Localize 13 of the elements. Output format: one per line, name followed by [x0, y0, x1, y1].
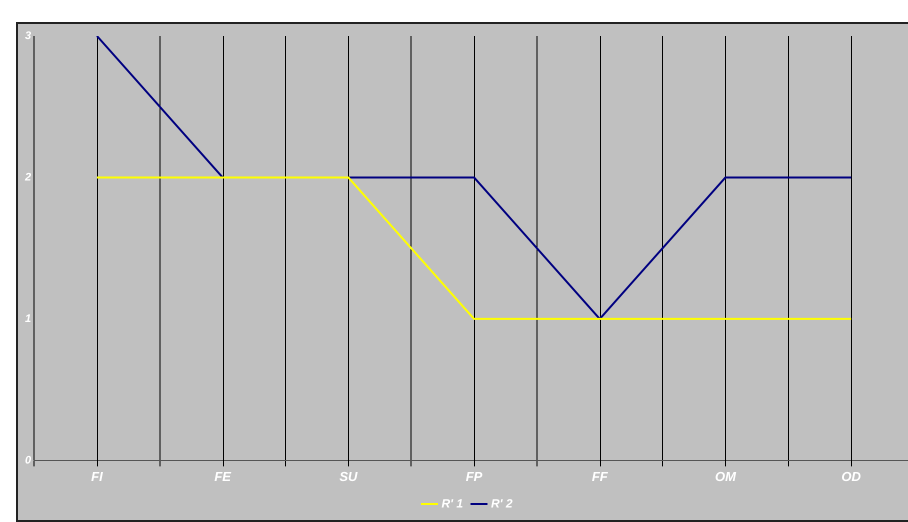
y-tick-label: 0 — [24, 454, 32, 466]
x-tick-label: FI — [91, 468, 104, 484]
x-tick-label: OD — [841, 468, 862, 484]
y-tick-label: 2 — [24, 172, 32, 184]
legend-label: R' 1 — [441, 496, 464, 510]
x-tick-label: OM — [714, 468, 738, 484]
x-tick-label: SU — [339, 468, 358, 484]
x-tick-label: FP — [466, 468, 483, 484]
x-tick-label: FE — [214, 468, 232, 484]
x-tick-label: FF — [592, 468, 609, 484]
y-tick-label: 1 — [24, 312, 32, 325]
legend-label: R' 2 — [491, 496, 513, 510]
y-tick-label: 3 — [24, 30, 32, 42]
